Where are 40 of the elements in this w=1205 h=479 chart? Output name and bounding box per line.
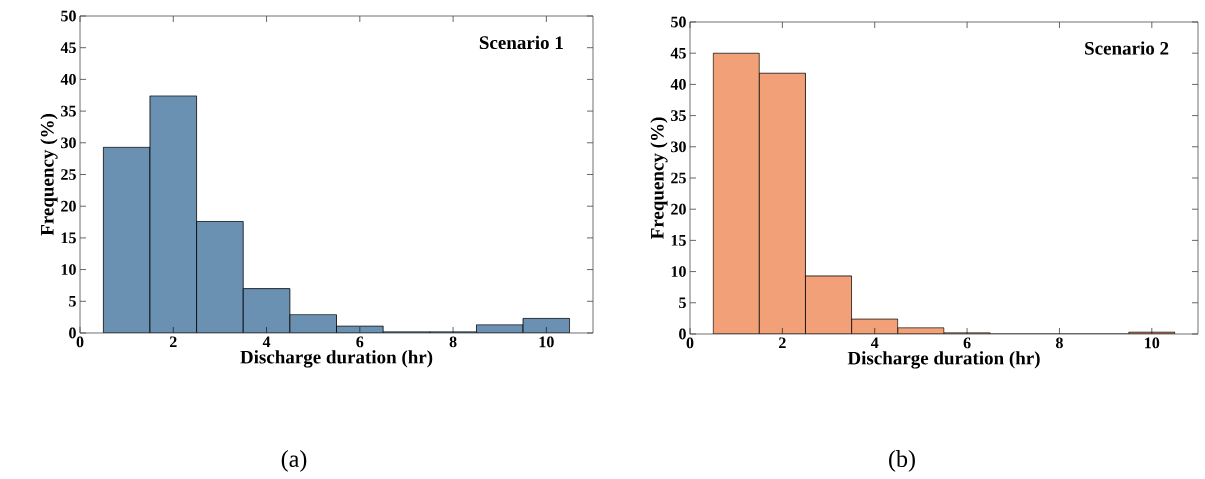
y-tick-label: 0 — [679, 328, 686, 340]
y-tick-label: 15 — [61, 232, 76, 244]
y-tick-label: 20 — [61, 200, 76, 212]
x-tick-label: 10 — [1145, 337, 1160, 349]
text: (a) — [281, 450, 307, 472]
y-tick-label: 0 — [69, 327, 76, 339]
y-tick-label: 35 — [61, 105, 76, 117]
x-tick-label: 6 — [963, 337, 971, 349]
y-tick-label: 35 — [671, 110, 686, 121]
y-tick-label: 10 — [61, 264, 76, 275]
x-tick-label: 2 — [779, 337, 786, 349]
text: Scenario 1 — [479, 35, 563, 50]
y-axis-title: Frequency (%) — [650, 117, 668, 239]
y-tick-label: 10 — [671, 266, 686, 277]
x-tick-label: 10 — [539, 336, 554, 348]
y-tick-label: 50 — [61, 10, 76, 22]
x-tick-label: 4 — [870, 337, 879, 349]
y-tick-label: 50 — [671, 16, 686, 28]
x-axis-title: Discharge duration (hr) — [240, 350, 433, 368]
x-tick-label: 8 — [449, 336, 457, 348]
y-tick-label: 5 — [679, 297, 686, 309]
x-axis-title: Discharge duration (hr) — [847, 351, 1040, 369]
y-tick-label: 25 — [671, 172, 686, 184]
text: (b) — [889, 450, 915, 472]
y-tick-label: 40 — [60, 74, 76, 85]
y-tick-label: 30 — [61, 137, 76, 149]
y-tick-label: 25 — [61, 169, 76, 180]
y-tick-label: 15 — [671, 235, 686, 246]
x-tick-label: 2 — [169, 336, 177, 348]
x-tick-label: 8 — [1055, 337, 1063, 349]
y-tick-label: 45 — [60, 42, 76, 54]
text: Scenario 2 — [1085, 41, 1169, 55]
y-tick-label: 20 — [671, 203, 686, 215]
y-tick-label: 40 — [670, 79, 686, 90]
y-axis-title: Frequency (%) — [40, 114, 58, 236]
x-tick-label: 4 — [262, 336, 271, 348]
y-tick-label: 45 — [670, 47, 686, 59]
x-tick-label: 6 — [356, 336, 364, 348]
y-tick-label: 30 — [671, 141, 686, 153]
y-tick-label: 5 — [69, 295, 76, 307]
